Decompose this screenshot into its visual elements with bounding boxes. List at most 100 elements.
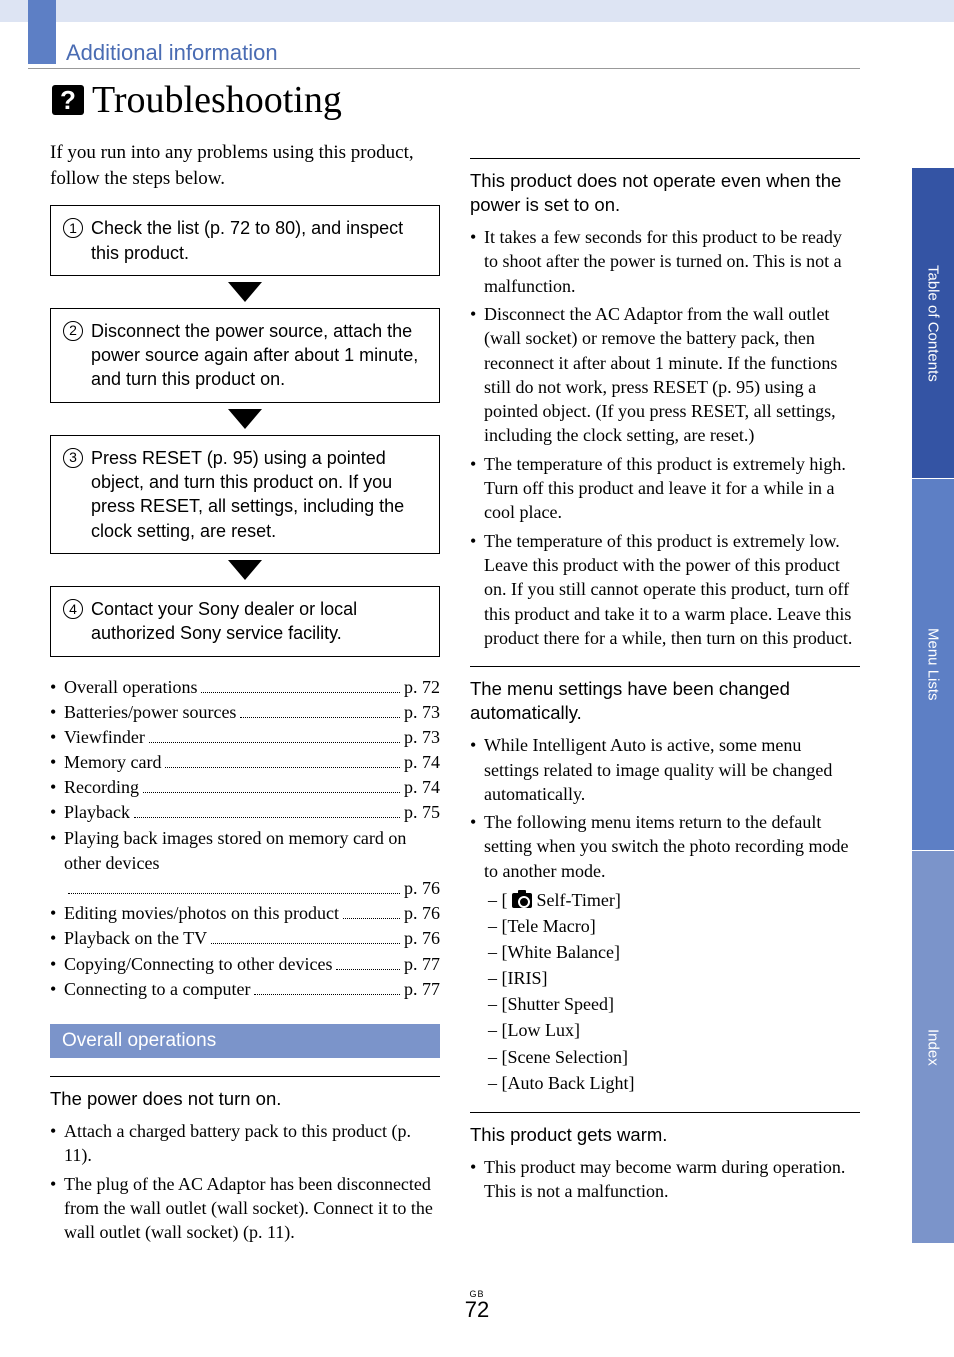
bullet: • bbox=[50, 675, 64, 700]
toc-dots bbox=[211, 928, 400, 944]
toc-row[interactable]: •Connecting to a computerp. 77 bbox=[50, 977, 440, 1002]
sub-list-item: – [Tele Macro] bbox=[484, 913, 860, 939]
toc-row[interactable]: •Playbackp. 75 bbox=[50, 800, 440, 825]
sub-list-item: – [Shutter Speed] bbox=[484, 991, 860, 1017]
side-tab[interactable]: Menu Lists bbox=[912, 478, 954, 850]
step-number: 3 bbox=[63, 448, 83, 468]
sub-list-item: – [ Self-Timer] bbox=[484, 887, 860, 913]
bullet: • bbox=[50, 901, 64, 926]
top-band bbox=[0, 0, 954, 22]
toc-dots bbox=[343, 903, 400, 919]
bullet: • bbox=[50, 977, 64, 1002]
side-tab[interactable]: Index bbox=[912, 850, 954, 1243]
arrow-down-icon bbox=[50, 403, 440, 435]
toc-dots bbox=[254, 979, 400, 995]
step-number: 1 bbox=[63, 218, 83, 238]
list-item: •Attach a charged battery pack to this p… bbox=[50, 1119, 440, 1168]
toc-row[interactable]: •Editing movies/photos on this product p.… bbox=[50, 901, 440, 926]
toc-label: Viewfinder bbox=[64, 725, 145, 750]
list-item: •Disconnect the AC Adaptor from the wall… bbox=[470, 302, 860, 448]
toc-page: p. 76 bbox=[404, 926, 440, 951]
toc-row[interactable]: •Recordingp. 74 bbox=[50, 775, 440, 800]
toc-label: Memory card bbox=[64, 750, 161, 775]
page-title: ? Troubleshooting bbox=[52, 78, 342, 122]
step-number: 4 bbox=[63, 599, 83, 619]
question-icon: ? bbox=[52, 85, 84, 115]
topic-heading: This product gets warm. bbox=[470, 1112, 860, 1147]
list-item: •The temperature of this product is extr… bbox=[470, 529, 860, 650]
toc-dots bbox=[201, 676, 400, 692]
toc-row[interactable]: •Copying/Connecting to other devicesp. 7… bbox=[50, 952, 440, 977]
toc-label: Overall operations bbox=[64, 675, 197, 700]
sub-list: – [ Self-Timer]– [Tele Macro]– [White Ba… bbox=[484, 887, 860, 1096]
bullet: • bbox=[50, 800, 64, 825]
intro-text: If you run into any problems using this … bbox=[50, 140, 440, 191]
toc-label: Playback on the TV bbox=[64, 926, 207, 951]
section-bar-overall: Overall operations bbox=[50, 1024, 440, 1058]
toc-page: p. 74 bbox=[404, 750, 440, 775]
topic-page-list: •Overall operationsp. 72•Batteries/power… bbox=[50, 675, 440, 1002]
sub-list-item: – [Auto Back Light] bbox=[484, 1070, 860, 1096]
topic-heading: The power does not turn on. bbox=[50, 1076, 440, 1111]
arrow-down-icon bbox=[50, 276, 440, 308]
toc-label: Recording bbox=[64, 775, 139, 800]
step-text: Contact your Sony dealer or local author… bbox=[91, 597, 425, 646]
toc-label: Editing movies/photos on this product bbox=[64, 901, 339, 926]
toc-dots bbox=[240, 702, 400, 718]
bullet: • bbox=[50, 952, 64, 977]
topic-list: •While Intelligent Auto is active, some … bbox=[470, 733, 860, 1096]
toc-page: p. 74 bbox=[404, 775, 440, 800]
list-item: •While Intelligent Auto is active, some … bbox=[470, 733, 860, 806]
toc-row[interactable]: •Memory card p. 74 bbox=[50, 750, 440, 775]
toc-label: Batteries/power sources bbox=[64, 700, 236, 725]
page-title-text: Troubleshooting bbox=[92, 78, 342, 122]
bullet: • bbox=[50, 926, 64, 951]
step-text: Press RESET (p. 95) using a pointed obje… bbox=[91, 446, 425, 543]
list-item: •The plug of the AC Adaptor has been dis… bbox=[50, 1172, 440, 1245]
bullet: • bbox=[50, 725, 64, 750]
step-number: 2 bbox=[63, 321, 83, 341]
toc-row[interactable]: •Playback on the TV p. 76 bbox=[50, 926, 440, 951]
section-label: Additional information bbox=[66, 40, 278, 66]
step-box: 4 Contact your Sony dealer or local autho… bbox=[50, 586, 440, 657]
toc-page: p. 73 bbox=[404, 700, 440, 725]
step-box: 1 Check the list (p. 72 to 80), and inspe… bbox=[50, 205, 440, 276]
side-tab[interactable]: Table of Contents bbox=[912, 168, 954, 478]
topic-heading: The menu settings have been changed auto… bbox=[470, 666, 860, 725]
toc-page: p. 73 bbox=[404, 725, 440, 750]
toc-dots bbox=[134, 802, 400, 818]
list-item: •This product may become warm during ope… bbox=[470, 1155, 860, 1204]
step-box: 2 Disconnect the power source, attach the… bbox=[50, 308, 440, 403]
section-underline bbox=[28, 68, 860, 69]
toc-row[interactable]: •Viewfinder p. 73 bbox=[50, 725, 440, 750]
camera-icon bbox=[512, 893, 532, 908]
toc-label: Connecting to a computer bbox=[64, 977, 250, 1002]
header-corner-block bbox=[28, 0, 56, 64]
bullet: • bbox=[50, 826, 64, 851]
sub-list-item: – [Low Lux] bbox=[484, 1017, 860, 1043]
list-item: •It takes a few seconds for this product… bbox=[470, 225, 860, 298]
step-text: Check the list (p. 72 to 80), and inspec… bbox=[91, 216, 425, 265]
toc-page: p. 72 bbox=[404, 675, 440, 700]
sub-list-item: – [Scene Selection] bbox=[484, 1044, 860, 1070]
footer-page-number: 72 bbox=[0, 1297, 954, 1323]
toc-row[interactable]: •Playing back images stored on memory ca… bbox=[50, 826, 440, 876]
toc-page: p. 75 bbox=[404, 800, 440, 825]
toc-label: Playing back images stored on memory car… bbox=[64, 826, 440, 876]
toc-page: p. 76 bbox=[404, 901, 440, 926]
toc-row[interactable]: •Batteries/power sourcesp. 73 bbox=[50, 700, 440, 725]
topic-heading: This product does not operate even when … bbox=[470, 158, 860, 217]
toc-page: p. 76 bbox=[404, 876, 440, 901]
toc-row[interactable]: •Overall operations p. 72 bbox=[50, 675, 440, 700]
sub-list-item: – [IRIS] bbox=[484, 965, 860, 991]
list-item: •The following menu items return to the … bbox=[470, 810, 860, 1096]
page-footer: GB 72 bbox=[0, 1289, 954, 1323]
toc-dots bbox=[336, 953, 400, 969]
step-box: 3 Press RESET (p. 95) using a pointed obj… bbox=[50, 435, 440, 554]
bullet: • bbox=[50, 750, 64, 775]
list-item: •The temperature of this product is extr… bbox=[470, 452, 860, 525]
step-text: Disconnect the power source, attach the … bbox=[91, 319, 425, 392]
toc-dots bbox=[149, 727, 400, 743]
sub-list-item: – [White Balance] bbox=[484, 939, 860, 965]
topic-list: •Attach a charged battery pack to this p… bbox=[50, 1119, 440, 1244]
